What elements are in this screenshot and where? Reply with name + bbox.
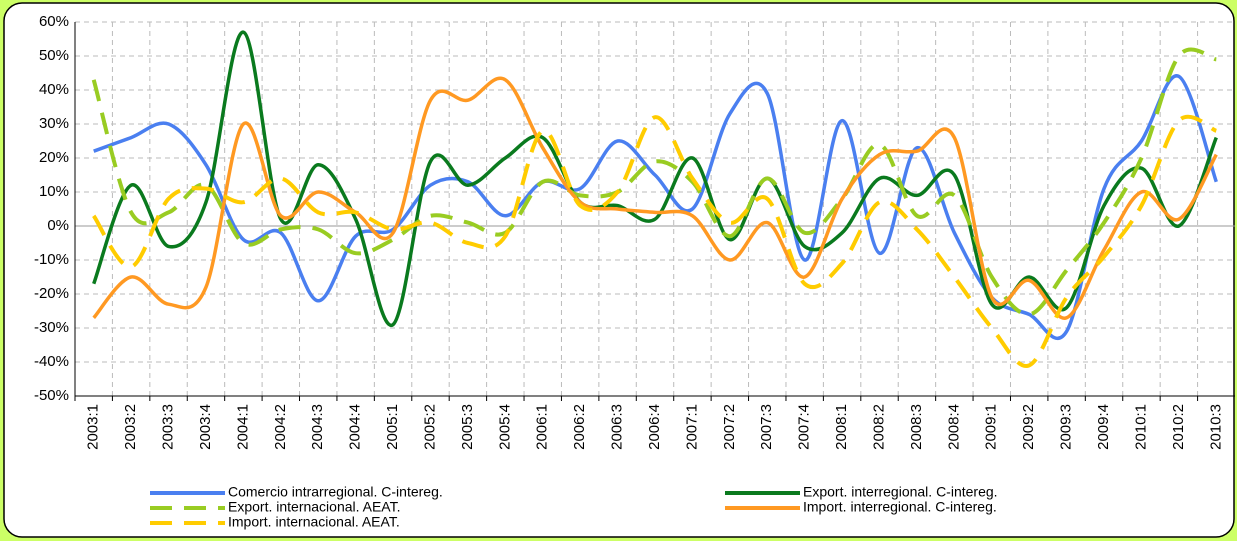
- series-line: [92, 76, 1218, 320]
- x-tick-label: 2007:4: [796, 404, 813, 450]
- x-tick-label: 2006:4: [646, 404, 663, 450]
- x-tick-label: 2009:2: [1020, 404, 1037, 450]
- x-tick-label: 2009:4: [1095, 404, 1112, 450]
- series-line: [93, 74, 1218, 341]
- x-tick-label: 2010:2: [1170, 404, 1187, 450]
- legend-label: Comercio intrarregional. C-intereg.: [228, 484, 443, 500]
- x-tick-label: 2004:3: [309, 404, 326, 450]
- x-tick-label: 2004:4: [347, 404, 364, 450]
- x-tick-label: 2006:1: [534, 404, 551, 450]
- y-tick-label: -10%: [34, 251, 69, 268]
- legend-label: Import. interregional. C-intereg.: [803, 499, 997, 515]
- y-tick-label: -40%: [34, 353, 69, 370]
- x-tick-label: 2003:1: [85, 404, 102, 450]
- series-line: [91, 47, 1217, 317]
- y-tick-label: -30%: [34, 319, 69, 336]
- y-tick-label: 0%: [47, 217, 69, 234]
- x-tick-label: 2008:4: [945, 404, 962, 450]
- x-tick-label: 2005:4: [496, 404, 513, 450]
- series-line: [92, 30, 1218, 327]
- x-tick-label: 2003:3: [160, 404, 177, 450]
- series-line: [92, 114, 1218, 368]
- x-tick-label: 2003:2: [122, 404, 139, 450]
- legend-label: Export. interregional. C-intereg.: [803, 484, 998, 500]
- y-tick-label: 30%: [39, 115, 69, 132]
- x-tick-label: 2006:2: [571, 404, 588, 450]
- legend-label: Import. internacional. AEAT.: [228, 514, 400, 530]
- x-tick-label: 2006:3: [609, 404, 626, 450]
- y-tick-label: 20%: [39, 149, 69, 166]
- x-tick-label: 2009:3: [1058, 404, 1075, 450]
- x-tick-label: 2009:1: [983, 404, 1000, 450]
- y-tick-label: -50%: [34, 387, 69, 404]
- x-tick-label: 2007:2: [721, 404, 738, 450]
- x-tick-label: 2010:1: [1132, 404, 1149, 450]
- x-tick-label: 2008:3: [908, 404, 925, 450]
- x-tick-label: 2008:2: [870, 404, 887, 450]
- y-tick-label: 50%: [39, 47, 69, 64]
- y-tick-label: 10%: [39, 183, 69, 200]
- x-tick-label: 2007:3: [758, 404, 775, 450]
- y-tick-label: 60%: [39, 13, 69, 30]
- legend-label: Export. internacional. AEAT.: [228, 499, 401, 515]
- x-tick-label: 2007:1: [683, 404, 700, 450]
- x-tick-label: 2005:1: [384, 404, 401, 450]
- y-tick-label: -20%: [34, 285, 69, 302]
- x-tick-label: 2005:3: [459, 404, 476, 450]
- x-tick-label: 2010:3: [1207, 404, 1224, 450]
- x-tick-label: 2008:1: [833, 404, 850, 450]
- y-tick-label: 40%: [39, 81, 69, 98]
- chart-frame: [3, 2, 1235, 538]
- x-tick-label: 2004:1: [234, 404, 251, 450]
- x-tick-label: 2005:2: [421, 404, 438, 450]
- x-tick-label: 2004:2: [272, 404, 289, 450]
- x-tick-label: 2003:4: [197, 404, 214, 450]
